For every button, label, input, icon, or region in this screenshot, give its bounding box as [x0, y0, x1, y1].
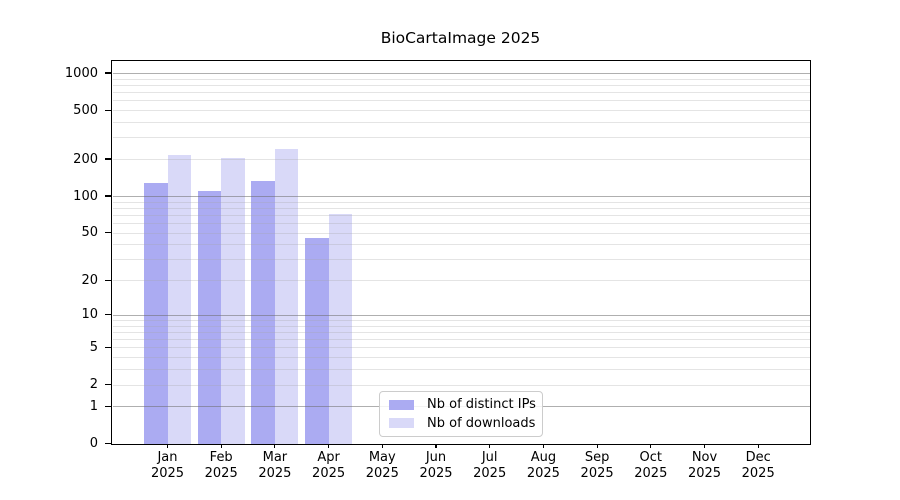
legend-item-distinct-ips: Nb of distinct IPs — [389, 397, 536, 413]
x-tick-mark — [274, 443, 276, 448]
legend-label-distinct-ips: Nb of distinct IPs — [427, 397, 536, 413]
y-tick-label: 1000 — [64, 65, 98, 81]
minor-gridline — [112, 369, 810, 371]
legend-label-downloads: Nb of downloads — [427, 415, 536, 431]
x-tick-label-mar: Mar 2025 — [258, 450, 292, 481]
bar-downloads-mar — [274, 149, 299, 444]
y-tick-mark — [104, 314, 112, 316]
x-tick-mark — [328, 443, 330, 448]
y-tick-label: 20 — [81, 272, 98, 288]
minor-gridline — [112, 110, 810, 112]
minor-gridline — [112, 100, 810, 102]
y-tick-mark — [104, 232, 112, 234]
bar-downloads-jan — [167, 155, 191, 444]
x-tick-label-jan: Jan 2025 — [150, 450, 185, 481]
x-tick-mark — [703, 443, 706, 448]
bar-downloads-apr — [328, 214, 353, 444]
x-tick-label-apr: Apr 2025 — [312, 450, 346, 481]
x-tick-mark — [542, 443, 544, 448]
y-tick-mark — [104, 346, 112, 348]
minor-gridline — [112, 244, 810, 246]
y-tick-label: 5 — [89, 339, 98, 355]
y-tick-label: 100 — [73, 188, 98, 204]
legend-swatch-distinct-ips — [389, 399, 414, 410]
x-tick-mark — [435, 443, 437, 448]
x-tick-mark — [166, 443, 169, 448]
x-tick-label-aug: Aug 2025 — [526, 450, 560, 481]
x-tick-label-nov: Nov 2025 — [687, 450, 722, 481]
y-tick-label: 200 — [73, 151, 98, 167]
minor-gridline — [112, 384, 810, 386]
x-tick-label-sep: Sep 2025 — [580, 450, 614, 481]
y-tick-mark — [104, 405, 112, 407]
x-tick-label-jul: Jul 2025 — [473, 450, 507, 481]
y-tick-label: 0 — [89, 436, 98, 451]
y-tick-label: 10 — [81, 307, 98, 323]
minor-gridline — [112, 347, 810, 349]
x-tick-mark — [220, 443, 222, 448]
x-tick-mark — [650, 443, 652, 448]
minor-gridline — [112, 207, 810, 209]
legend-item-downloads: Nb of downloads — [389, 415, 536, 431]
x-tick-mark — [757, 443, 759, 448]
x-tick-mark — [596, 443, 598, 448]
minor-gridline — [112, 339, 810, 341]
y-tick-mark — [104, 279, 112, 281]
minor-gridline — [112, 137, 810, 139]
y-tick-label: 50 — [81, 225, 98, 241]
y-tick-mark — [104, 195, 112, 197]
minor-gridline — [112, 223, 810, 224]
x-tick-label-feb: Feb 2025 — [204, 450, 238, 481]
major-gridline — [112, 73, 810, 74]
minor-gridline — [112, 280, 810, 282]
x-tick-label-oct: Oct 2025 — [634, 450, 668, 481]
minor-gridline — [112, 78, 810, 80]
minor-gridline — [112, 85, 810, 86]
minor-gridline — [112, 332, 810, 333]
y-tick-mark — [104, 158, 112, 160]
x-tick-label-dec: Dec 2025 — [741, 450, 775, 481]
major-gridline — [112, 196, 810, 197]
y-tick-mark — [104, 442, 112, 445]
bar-distinct-ips-jan — [144, 182, 168, 444]
y-tick-mark — [104, 72, 112, 74]
y-tick-label: 2 — [89, 377, 98, 393]
minor-gridline — [112, 320, 810, 321]
bar-downloads-feb — [221, 157, 245, 444]
bar-distinct-ips-feb — [197, 190, 222, 444]
minor-gridline — [112, 214, 810, 216]
bar-distinct-ips-mar — [251, 180, 275, 444]
minor-gridline — [112, 325, 810, 327]
minor-gridline — [112, 232, 810, 234]
bar-distinct-ips-apr — [305, 238, 329, 444]
y-tick-label: 1 — [89, 398, 98, 414]
x-tick-label-jun: Jun 2025 — [419, 450, 453, 481]
legend: Nb of distinct IPs Nb of downloads — [379, 391, 543, 437]
x-tick-label-may: May 2025 — [365, 450, 399, 481]
minor-gridline — [112, 259, 810, 261]
minor-gridline — [112, 92, 810, 94]
minor-gridline — [112, 201, 810, 203]
x-tick-mark — [489, 443, 491, 448]
major-gridline — [112, 314, 810, 316]
y-tick-mark — [104, 109, 112, 111]
y-tick-mark — [104, 383, 112, 386]
minor-gridline — [112, 159, 810, 161]
y-tick-label: 500 — [73, 102, 98, 118]
legend-swatch-downloads — [389, 418, 414, 429]
minor-gridline — [112, 357, 810, 359]
minor-gridline — [112, 122, 810, 124]
plot-area — [112, 62, 810, 444]
chart-title: BioCartaImage 2025 — [380, 29, 541, 47]
x-tick-mark — [381, 443, 383, 448]
